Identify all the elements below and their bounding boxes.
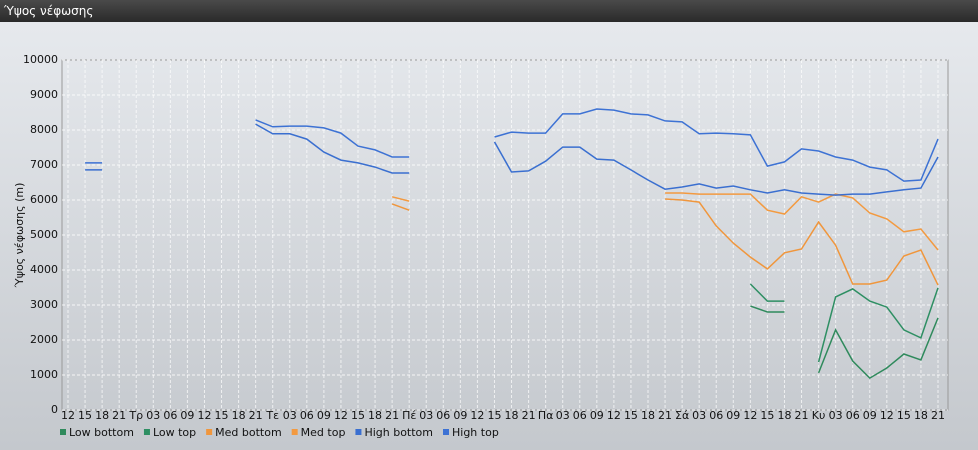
x-tick-label: 09 — [180, 409, 194, 422]
x-tick-label: 12 — [61, 409, 75, 422]
x-tick-label: 15 — [624, 409, 638, 422]
x-tick-label: 06 — [709, 409, 723, 422]
y-tick-label: 4000 — [30, 263, 58, 276]
x-tick-label: Τε — [265, 409, 279, 422]
legend-label: High top — [452, 426, 499, 439]
legend-marker — [291, 429, 298, 435]
series-line — [391, 192, 939, 251]
series-line — [85, 123, 939, 196]
x-tick-label: 21 — [931, 409, 945, 422]
x-tick-label: 21 — [522, 409, 536, 422]
x-tick-label: 15 — [351, 409, 365, 422]
x-tick-label: Κυ — [812, 409, 826, 422]
legend-marker — [206, 429, 213, 435]
y-tick-label: 0 — [51, 403, 58, 416]
chart: Ύψος νέφωσης (m) 0 1000 2000 3000 4000 5000 60… — [13, 53, 949, 439]
x-tick-label: Πα — [538, 409, 554, 422]
x-tick-label: 18 — [641, 409, 655, 422]
legend-label: Low bottom — [69, 426, 134, 439]
legend-label: Low top — [153, 426, 196, 439]
legend-marker — [355, 429, 362, 435]
y-tick-label: 6000 — [30, 193, 58, 206]
legend-marker — [60, 429, 66, 435]
x-tick-label: 21 — [112, 409, 126, 422]
x-tick-label: 15 — [78, 409, 92, 422]
x-tick-label: 18 — [777, 409, 791, 422]
x-tick-label: 21 — [658, 409, 672, 422]
x-tick-label: 09 — [590, 409, 604, 422]
y-tick-label: 8000 — [30, 123, 58, 136]
legend-label: Med bottom — [215, 426, 282, 439]
x-tick-label: 03 — [146, 409, 160, 422]
x-tick-label: 06 — [300, 409, 314, 422]
y-tick-label: 7000 — [30, 158, 58, 171]
legend-marker — [443, 429, 449, 435]
x-tick-label: 18 — [95, 409, 109, 422]
x-tick-label: 12 — [607, 409, 621, 422]
legend-marker — [143, 429, 150, 435]
x-tick-label: 09 — [726, 409, 740, 422]
x-tick-label: 18 — [232, 409, 246, 422]
x-tick-label: 21 — [249, 409, 263, 422]
panel-title: Ύψος νέφωσης — [0, 0, 978, 22]
series-line — [85, 108, 939, 182]
y-axis-label: Ύψος νέφωσης (m) — [13, 183, 26, 289]
x-tick-label: 21 — [385, 409, 399, 422]
x-tick-label: 15 — [897, 409, 911, 422]
x-tick-label: 12 — [334, 409, 348, 422]
x-tick-label: 03 — [419, 409, 433, 422]
x-tick-label: 12 — [743, 409, 757, 422]
y-tick-label: 5000 — [30, 228, 58, 241]
series-line — [750, 305, 939, 380]
x-tick-label: 03 — [692, 409, 706, 422]
x-tick-label: 12 — [470, 409, 484, 422]
x-tick-label: 12 — [880, 409, 894, 422]
x-tick-label: 03 — [829, 409, 843, 422]
legend-label: Med top — [301, 426, 346, 439]
x-tick-label: 06 — [436, 409, 450, 422]
x-tick-label: 15 — [215, 409, 229, 422]
x-tick-label: 21 — [795, 409, 809, 422]
x-tick-label: 12 — [197, 409, 211, 422]
x-tick-label: 03 — [556, 409, 570, 422]
x-tick-label: 06 — [846, 409, 860, 422]
x-tick-label: Πέ — [402, 409, 416, 422]
x-tick-label: 15 — [760, 409, 774, 422]
y-tick-label: 9000 — [30, 88, 58, 101]
x-tick-label: 03 — [283, 409, 297, 422]
y-tick-label: 10000 — [23, 53, 58, 66]
series-line — [391, 198, 939, 286]
x-tick-label: 18 — [914, 409, 928, 422]
x-tick-label: Σά — [675, 409, 689, 422]
y-tick-label: 3000 — [30, 298, 58, 311]
x-tick-label: 18 — [368, 409, 382, 422]
x-tick-label: 06 — [163, 409, 177, 422]
x-tick-label: 09 — [317, 409, 331, 422]
y-tick-label: 1000 — [30, 368, 58, 381]
x-tick-label: 09 — [863, 409, 877, 422]
x-tick-label: 15 — [487, 409, 501, 422]
x-tick-label: 06 — [573, 409, 587, 422]
legend-label: High bottom — [364, 426, 433, 439]
x-tick-label: 18 — [505, 409, 519, 422]
y-tick-label: 2000 — [30, 333, 58, 346]
series-line — [749, 283, 939, 363]
x-tick-label: Τρ — [128, 409, 143, 422]
x-tick-label: 09 — [453, 409, 467, 422]
